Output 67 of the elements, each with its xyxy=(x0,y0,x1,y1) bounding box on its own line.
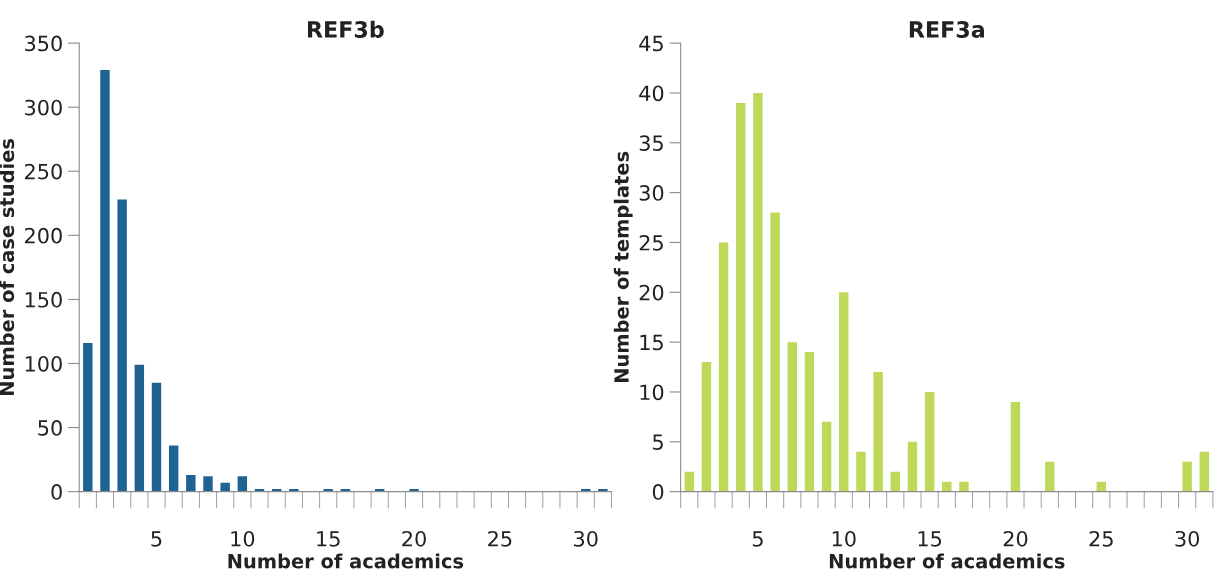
x-tick-label: 20 xyxy=(402,530,426,547)
x-tick-label: 10 xyxy=(832,530,856,547)
y-tick-label: 5 xyxy=(653,434,663,450)
bar xyxy=(117,199,127,492)
y-tick-label: 25 xyxy=(639,234,663,251)
bar xyxy=(203,476,213,492)
bar xyxy=(83,342,93,492)
y-tick-label: 350 xyxy=(25,35,62,52)
y-tick-label: 0 xyxy=(652,484,664,500)
bar xyxy=(770,212,780,492)
y-axis-title: Number of case studies xyxy=(0,138,15,395)
bar xyxy=(804,352,815,492)
bar xyxy=(736,102,746,492)
x-tick-label: 20 xyxy=(1003,530,1028,547)
y-axis-title: Number of templates xyxy=(613,151,633,383)
y-tick-label: 40 xyxy=(639,85,664,102)
x-tick-label: 15 xyxy=(918,531,942,547)
bar xyxy=(237,476,248,492)
chart-title: REF3b xyxy=(307,20,384,38)
bar xyxy=(839,292,849,492)
x-tick-label: 5 xyxy=(151,531,162,547)
y-tick-label: 250 xyxy=(25,163,62,180)
x-tick-label: 5 xyxy=(752,531,763,547)
y-tick-label: 20 xyxy=(639,284,664,301)
y-tick-label: 100 xyxy=(25,355,62,372)
bar xyxy=(1199,451,1210,492)
bar xyxy=(959,481,969,492)
x-tick-label: 15 xyxy=(317,531,340,547)
y-tick-label: 300 xyxy=(25,99,62,116)
y-tick-label: 10 xyxy=(640,384,664,401)
y-tick-label: 150 xyxy=(25,291,62,308)
y-tick-label: 200 xyxy=(25,227,62,244)
bar xyxy=(873,372,883,492)
bar xyxy=(907,441,918,492)
y-tick-label: 0 xyxy=(51,484,62,500)
bar xyxy=(856,451,866,492)
y-tick-label: 15 xyxy=(640,334,663,351)
bar xyxy=(821,421,832,492)
bar xyxy=(134,364,145,492)
x-axis-title: Number of academics xyxy=(228,553,464,569)
x-tick-label: 25 xyxy=(1089,530,1113,547)
bar xyxy=(1182,461,1192,492)
x-tick-label: 25 xyxy=(488,530,512,547)
x-tick-label: 10 xyxy=(231,530,255,547)
bar xyxy=(1010,401,1021,492)
bar xyxy=(942,481,952,492)
bar xyxy=(100,70,110,492)
bar xyxy=(753,92,763,492)
bar xyxy=(701,362,712,492)
y-tick-label: 35 xyxy=(639,135,663,151)
bar xyxy=(1045,461,1055,492)
y-tick-label: 30 xyxy=(639,185,664,201)
bar xyxy=(787,342,797,492)
bar xyxy=(168,445,179,492)
x-tick-label: 30 xyxy=(574,530,598,547)
x-axis-title: Number of academics xyxy=(829,553,1065,569)
bar xyxy=(186,474,196,492)
bar xyxy=(890,471,900,492)
x-tick-label: 30 xyxy=(1175,530,1200,547)
y-tick-label: 45 xyxy=(639,35,663,52)
bar xyxy=(924,391,935,492)
y-tick-label: 50 xyxy=(38,420,62,436)
bar xyxy=(718,242,729,492)
bar xyxy=(220,482,230,492)
chart-title: REF3a xyxy=(909,21,984,38)
bar xyxy=(684,471,694,492)
bar xyxy=(151,382,162,492)
